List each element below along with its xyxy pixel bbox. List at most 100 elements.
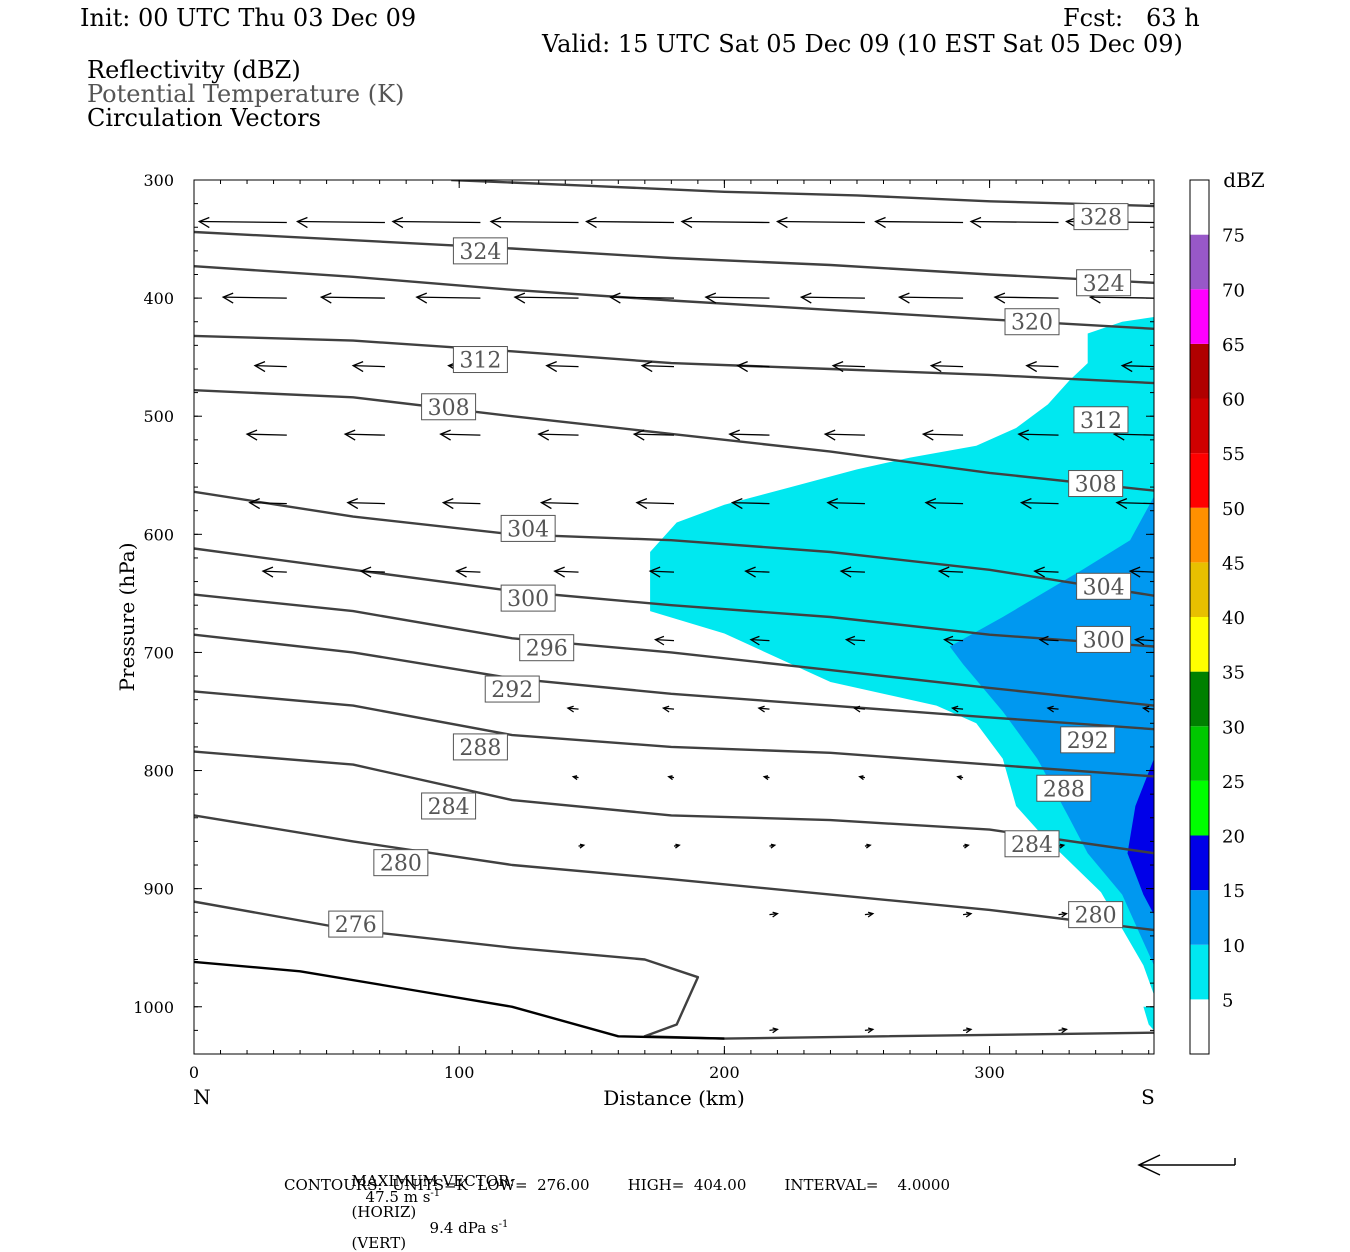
circulation-vector bbox=[351, 361, 385, 373]
circulation-vector bbox=[844, 635, 865, 646]
colorbar-swatch bbox=[1190, 507, 1209, 563]
theta-contour-328 bbox=[451, 180, 1154, 208]
theta-label-text: 308 bbox=[428, 396, 470, 421]
circulation-vector bbox=[539, 498, 579, 510]
colorbar-swatch bbox=[1190, 671, 1209, 727]
theta-label-296: 296 bbox=[519, 634, 575, 662]
circulation-vector bbox=[962, 843, 970, 849]
colorbar-frame bbox=[1189, 179, 1210, 1055]
colorbar-title: dBZ bbox=[1223, 168, 1265, 192]
circulation-vector bbox=[608, 292, 675, 304]
circulation-vector bbox=[823, 429, 865, 441]
theta-label-304: 304 bbox=[1076, 572, 1132, 600]
y-tick-label: 600 bbox=[143, 525, 174, 544]
theta-label-320: 320 bbox=[1004, 308, 1060, 336]
colorbar-level-label: 10 bbox=[1222, 936, 1245, 957]
theta-label-300: 300 bbox=[1076, 625, 1132, 653]
circulation-vector bbox=[757, 705, 770, 713]
colorbar-swatch bbox=[1190, 617, 1209, 672]
theta-label-276: 276 bbox=[328, 910, 384, 938]
theta-contour-272 bbox=[194, 960, 725, 1040]
circulation-vector bbox=[221, 292, 287, 304]
circulation-vector bbox=[1038, 635, 1059, 646]
circulation-vector bbox=[943, 635, 964, 646]
reflectivity-10-dbz-area bbox=[949, 496, 1154, 966]
theta-label-328: 328 bbox=[1073, 203, 1129, 231]
theta-contour-304 bbox=[194, 490, 1154, 597]
theta-label-text: 292 bbox=[491, 678, 533, 703]
axes: 300 400 500 600 700 800 900 1000 0 100 200 300 bbox=[133, 171, 1154, 1082]
colorbar-swatch bbox=[1190, 944, 1209, 1000]
circulation-vector bbox=[921, 429, 964, 441]
circulation-vector bbox=[441, 498, 481, 510]
circulation-vector bbox=[640, 361, 675, 373]
colorbar-swatch bbox=[1190, 562, 1209, 617]
circulation-vector bbox=[736, 361, 770, 373]
colorbar-swatch bbox=[1190, 780, 1209, 836]
circulation-vector bbox=[831, 361, 865, 373]
circulation-vector bbox=[1128, 566, 1154, 578]
forecast-hour: Fcst: 63 h bbox=[1063, 4, 1200, 32]
reflectivity-5-dbz-area bbox=[650, 317, 1154, 1031]
field-circulation-vectors: Circulation Vectors bbox=[87, 104, 321, 132]
vert-tag: (VERT) bbox=[351, 1234, 407, 1252]
circulation-vector bbox=[1058, 1027, 1068, 1034]
circulation-vector bbox=[769, 843, 777, 849]
circulation-vector bbox=[799, 292, 865, 304]
circulation-vector bbox=[762, 775, 770, 781]
colorbar-level-label: 45 bbox=[1222, 553, 1245, 574]
x-end-direction: S bbox=[1141, 1085, 1155, 1109]
theta-contour-300 bbox=[194, 547, 1154, 648]
theta-label-288: 288 bbox=[452, 733, 508, 761]
theta-label-text: 280 bbox=[1075, 904, 1117, 929]
circulation-vector bbox=[864, 843, 872, 849]
circulation-vector bbox=[769, 911, 779, 918]
circulation-vector bbox=[728, 429, 770, 441]
x-tick-label: 200 bbox=[709, 1063, 740, 1082]
theta-label-288: 288 bbox=[1036, 774, 1092, 802]
circulation-vector bbox=[704, 292, 770, 304]
theta-label-text: 328 bbox=[1080, 206, 1122, 231]
circulation-vector bbox=[359, 566, 385, 578]
theta-label-312: 312 bbox=[452, 346, 508, 374]
colorbar-level-label: 60 bbox=[1222, 390, 1245, 411]
circulation-vector bbox=[391, 216, 481, 229]
circulation-vector bbox=[661, 705, 675, 713]
circulation-vector bbox=[680, 216, 770, 229]
circulation-vector bbox=[962, 911, 973, 918]
circulation-vector bbox=[261, 566, 287, 578]
theta-label-text: 312 bbox=[1080, 409, 1122, 434]
circulation-vector bbox=[897, 292, 964, 304]
theta-contours bbox=[194, 180, 1154, 1040]
circulation-vector bbox=[937, 566, 964, 578]
circulation-vector bbox=[1058, 911, 1068, 918]
plot-frame bbox=[193, 179, 1155, 1055]
colorbar-swatch bbox=[1190, 343, 1209, 399]
y-tick-label: 500 bbox=[143, 407, 174, 426]
theta-label-text: 284 bbox=[428, 795, 470, 820]
circulation-vector bbox=[1033, 566, 1059, 578]
theta-label-text: 300 bbox=[1083, 628, 1125, 653]
colorbar-level-label: 40 bbox=[1222, 608, 1245, 629]
y-axis-label: Pressure (hPa) bbox=[115, 543, 139, 692]
y-tick-label: 800 bbox=[143, 762, 174, 781]
circulation-vector bbox=[319, 292, 385, 304]
colorbar-level-label: 15 bbox=[1222, 881, 1245, 902]
theta-label-text: 324 bbox=[459, 240, 501, 265]
circulation-vector bbox=[343, 429, 385, 441]
theta-label-308: 308 bbox=[421, 393, 477, 421]
colorbar-swatch bbox=[1190, 398, 1209, 454]
colorbar-swatch bbox=[1190, 999, 1209, 1054]
circulation-vector bbox=[1120, 361, 1154, 373]
theta-contour-276 bbox=[194, 900, 1154, 1040]
x-tick-label: 100 bbox=[444, 1063, 475, 1082]
theta-label-324: 324 bbox=[452, 237, 508, 265]
circulation-vector bbox=[248, 498, 287, 510]
theta-label-text: 284 bbox=[1011, 833, 1053, 858]
circulation-vector bbox=[1025, 361, 1059, 373]
circulation-vector bbox=[993, 292, 1059, 304]
colorbar: 5 10 15 20 25 30 35 40 45 50 55 60 65 70 75 bbox=[1189, 179, 1245, 1055]
max-vector-label: MAXIMUM VECTOR: bbox=[351, 1172, 515, 1190]
max-vert: 9.4 dPa s bbox=[429, 1219, 499, 1237]
circulation-vector bbox=[864, 1027, 875, 1034]
